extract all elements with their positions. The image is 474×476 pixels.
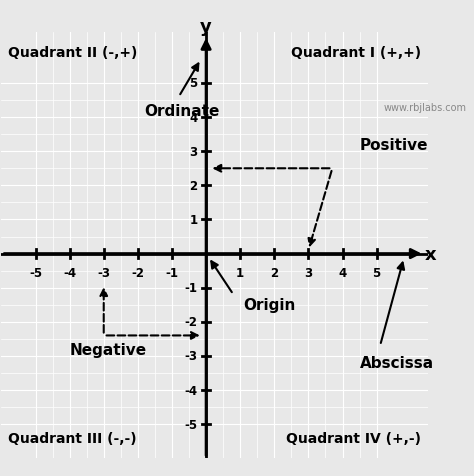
Text: -3: -3 [97,266,110,279]
Text: 1: 1 [190,214,198,227]
Text: -5: -5 [29,266,42,279]
Text: Origin: Origin [244,298,296,313]
Text: Quadrant I (+,+): Quadrant I (+,+) [291,46,421,60]
Text: 5: 5 [373,266,381,279]
Text: Positive: Positive [360,138,428,153]
Text: Quadrant II (-,+): Quadrant II (-,+) [8,46,137,60]
Text: Negative: Negative [70,342,147,357]
Text: x: x [424,245,436,263]
Text: -4: -4 [184,384,198,397]
Text: 2: 2 [190,179,198,192]
Text: 5: 5 [189,77,198,90]
Text: 4: 4 [338,266,346,279]
Text: www.rbjlabs.com: www.rbjlabs.com [383,103,466,113]
Text: Quadrant IV (+,-): Quadrant IV (+,-) [286,431,421,445]
Text: -3: -3 [184,350,198,363]
Text: -2: -2 [184,316,198,328]
Text: -1: -1 [165,266,179,279]
Text: 1: 1 [236,266,244,279]
Text: 3: 3 [190,145,198,159]
Text: -4: -4 [63,266,76,279]
Text: -5: -5 [184,418,198,431]
Text: 2: 2 [270,266,278,279]
Text: -2: -2 [131,266,145,279]
Text: y: y [200,18,212,36]
Text: 3: 3 [304,266,312,279]
Text: Abscissa: Abscissa [360,356,434,370]
Text: Ordinate: Ordinate [145,104,220,119]
Text: Quadrant III (-,-): Quadrant III (-,-) [8,431,137,445]
Text: 4: 4 [189,111,198,124]
Text: -1: -1 [184,282,198,295]
